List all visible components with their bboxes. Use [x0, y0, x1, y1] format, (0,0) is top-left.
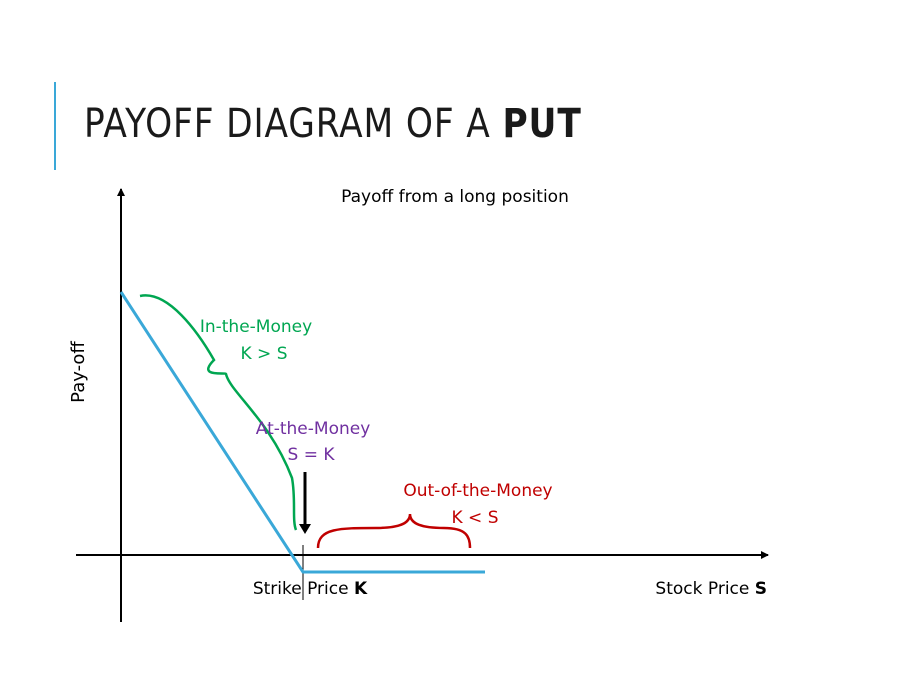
at-the-money-label: At-the-Money [256, 419, 371, 439]
slide-title: PAYOFF DIAGRAM OF A PUT [84, 101, 582, 147]
strike-label-prefix: Strike Price [253, 579, 354, 599]
at-the-money-condition: S = K [288, 445, 336, 465]
out-of-the-money-label: Out-of-the-Money [403, 481, 552, 501]
payoff-line [119, 291, 485, 574]
at-the-money-arrowhead [299, 524, 311, 534]
x-axis-label: Stock Price S [655, 579, 767, 599]
diagram-subtitle: Payoff from a long position [341, 187, 569, 207]
in-the-money-brace [139, 294, 298, 531]
x-axis-label-prefix: Stock Price [655, 579, 754, 599]
title-prefix: PAYOFF DIAGRAM OF A [84, 101, 503, 147]
out-of-the-money-brace [316, 513, 472, 549]
out-of-the-money-condition: K < S [452, 508, 499, 528]
title-accent-bar [54, 82, 56, 170]
strike-label: Strike Price K [253, 579, 368, 599]
title-emphasis: PUT [502, 101, 582, 147]
x-axis-label-emphasis: S [755, 579, 767, 599]
y-axis-label: Pay-off [68, 341, 89, 403]
in-the-money-condition: K > S [241, 344, 288, 364]
in-the-money-label: In-the-Money [200, 317, 312, 337]
strike-label-emphasis: K [354, 579, 368, 599]
